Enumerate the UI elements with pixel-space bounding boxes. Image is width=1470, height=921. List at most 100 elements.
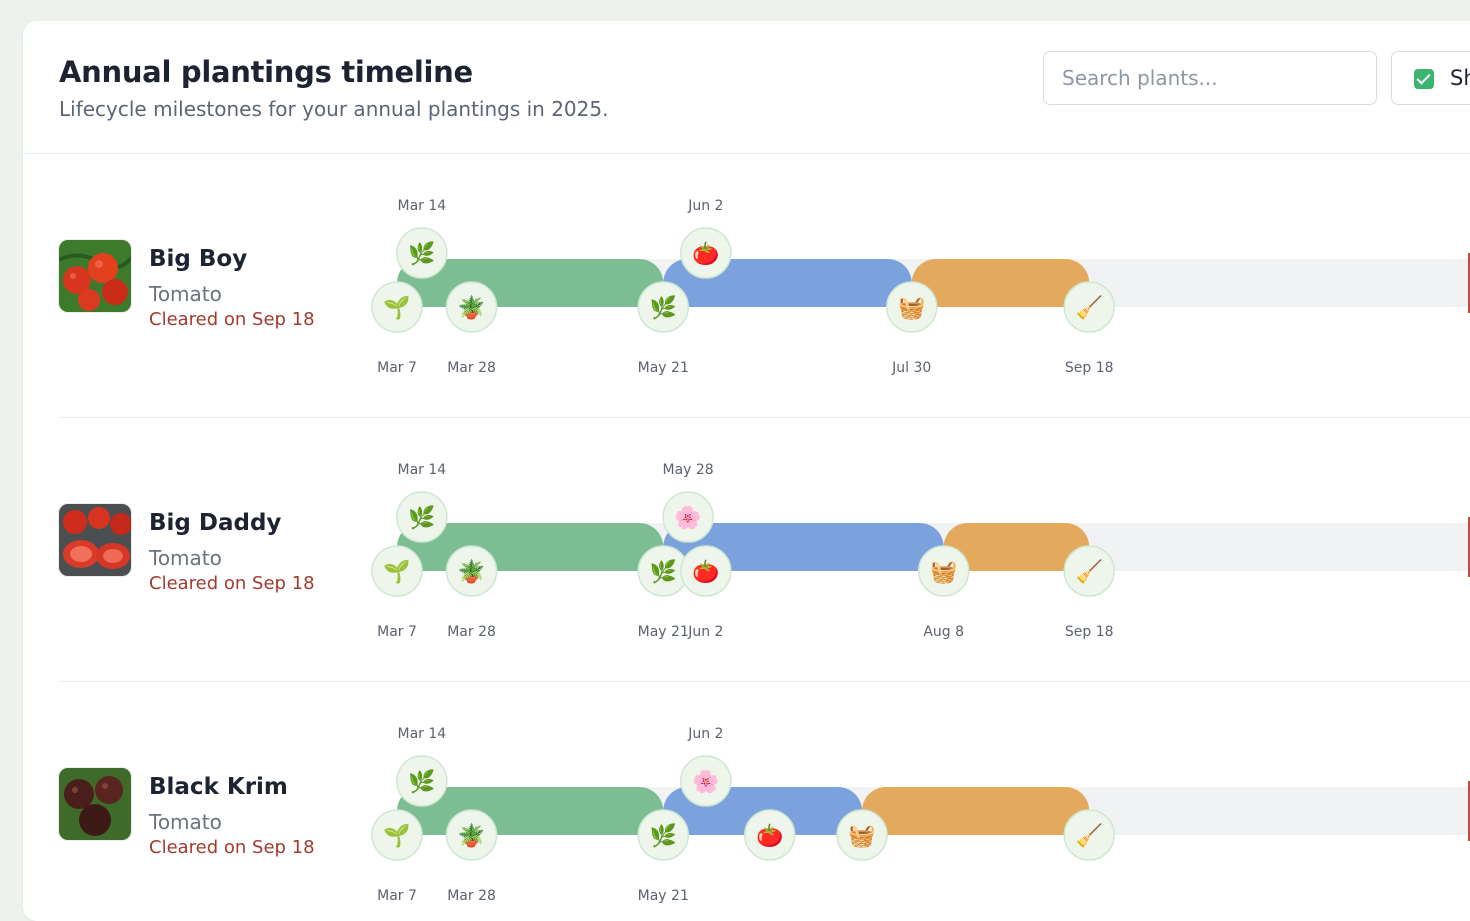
leaf-icon-glyph: 🌿 xyxy=(408,769,435,795)
leaf-icon[interactable]: 🌿 xyxy=(637,545,689,597)
broom-icon-glyph: 🧹 xyxy=(1076,295,1103,321)
milestone-date: May 28 xyxy=(662,462,713,478)
milestone-marker[interactable] xyxy=(680,227,732,279)
sprout-icon-glyph: 🌱 xyxy=(383,295,410,321)
plant-row[interactable]: Big Boy Tomato Cleared on Sep 18 🌱 Mar 7 🌿… xyxy=(59,154,1470,418)
phase-bar-harvest xyxy=(943,523,1090,571)
tomato-icon[interactable]: 🍅 xyxy=(680,227,732,279)
milestone-marker[interactable] xyxy=(680,755,732,807)
tomato-icon-glyph: 🍅 xyxy=(756,823,783,849)
basket-icon[interactable]: 🧺 xyxy=(917,545,970,597)
broom-icon-glyph: 🧹 xyxy=(1076,559,1103,585)
timeline-card: Annual plantings timeline Lifecycle mile… xyxy=(23,21,1470,921)
plant-timeline: 🌱 Mar 7 🌿 Mar 14 🪴 Mar 28 🌿 May 21 🌸 Jun 2 🍅 🧺 🧹 xyxy=(371,726,1470,904)
milestone-marker[interactable] xyxy=(396,755,448,807)
plant-type: Tomato xyxy=(149,282,222,306)
potted-plant-icon[interactable]: 🪴 xyxy=(445,809,498,861)
plant-photo xyxy=(59,504,131,576)
plant-photo xyxy=(59,240,131,312)
season-end-marker xyxy=(1468,781,1470,841)
basket-icon[interactable]: 🧺 xyxy=(836,809,888,861)
milestone-date: Jun 2 xyxy=(687,726,723,742)
plant-timeline: 🌱 Mar 7 🌿 Mar 14 🪴 Mar 28 🌿 May 21 🌸 May 28 🍅 Jun 2… xyxy=(371,462,1470,640)
flower-icon[interactable]: 🌸 xyxy=(680,755,732,807)
milestone-date: Mar 28 xyxy=(447,888,496,904)
milestone-date: Mar 14 xyxy=(398,462,447,478)
basket-icon-glyph: 🧺 xyxy=(898,296,925,321)
milestone-date: May 21 xyxy=(638,624,689,640)
leaf-icon[interactable]: 🌿 xyxy=(396,491,448,543)
flower-icon-glyph: 🌸 xyxy=(692,769,719,795)
milestone-marker[interactable] xyxy=(917,545,970,597)
milestone-marker[interactable] xyxy=(371,281,423,333)
flower-icon[interactable]: 🌸 xyxy=(662,491,714,543)
milestone-marker[interactable] xyxy=(445,545,498,597)
broom-icon[interactable]: 🧹 xyxy=(1063,809,1115,861)
checkbox-checked-icon[interactable] xyxy=(1414,69,1434,89)
leaf-icon-glyph: 🌿 xyxy=(408,505,435,531)
sprout-icon-glyph: 🌱 xyxy=(383,823,410,849)
milestone-date: May 21 xyxy=(638,360,689,376)
show-toggle[interactable]: Sh xyxy=(1391,51,1470,105)
plant-name: Big Daddy xyxy=(149,510,282,536)
milestone-date: Aug 8 xyxy=(923,624,964,640)
milestone-date: Mar 7 xyxy=(377,624,417,640)
potted-plant-icon[interactable]: 🪴 xyxy=(445,281,498,333)
season-end-marker xyxy=(1468,253,1470,313)
page-subtitle: Lifecycle milestones for your annual pla… xyxy=(59,97,609,121)
basket-icon-glyph: 🧺 xyxy=(848,824,875,849)
phase-bar-harvest xyxy=(911,259,1090,307)
plant-list: Big Boy Tomato Cleared on Sep 18 🌱 Mar 7 🌿… xyxy=(23,154,1470,921)
leaf-icon-glyph: 🌿 xyxy=(650,823,677,849)
search-input[interactable] xyxy=(1043,51,1377,105)
plant-row[interactable]: Black Krim Tomato Cleared on Sep 18 🌱 Mar… xyxy=(59,682,1470,921)
plant-row[interactable]: Big Daddy Tomato Cleared on Sep 18 🌱 Mar … xyxy=(59,418,1470,682)
leaf-icon-glyph: 🌿 xyxy=(650,295,677,321)
milestone-marker[interactable] xyxy=(445,281,498,333)
milestone-marker[interactable] xyxy=(886,281,938,333)
tomato-icon[interactable]: 🍅 xyxy=(744,809,796,861)
milestone-date: Mar 14 xyxy=(398,198,447,214)
milestone-marker[interactable] xyxy=(1063,545,1115,597)
milestone-date: Mar 7 xyxy=(377,360,417,376)
milestone-marker[interactable] xyxy=(662,491,714,543)
plant-status: Cleared on Sep 18 xyxy=(149,573,315,594)
leaf-icon[interactable]: 🌿 xyxy=(637,281,689,333)
page-header: Annual plantings timeline Lifecycle mile… xyxy=(23,21,1470,154)
toggle-label: Sh xyxy=(1450,66,1470,90)
leaf-icon[interactable]: 🌿 xyxy=(396,755,448,807)
milestone-marker[interactable] xyxy=(680,545,732,597)
potted-plant-icon-glyph: 🪴 xyxy=(458,294,485,321)
milestone-date: Mar 28 xyxy=(447,360,496,376)
milestone-marker[interactable] xyxy=(396,491,448,543)
phase-bar-harvest xyxy=(862,787,1090,835)
milestone-marker[interactable] xyxy=(637,281,689,333)
leaf-icon-glyph: 🌿 xyxy=(408,241,435,267)
tomato-icon-glyph: 🍅 xyxy=(692,559,719,585)
tomato-icon[interactable]: 🍅 xyxy=(680,545,732,597)
milestone-marker[interactable] xyxy=(1063,281,1115,333)
plant-photo xyxy=(59,768,131,840)
sprout-icon[interactable]: 🌱 xyxy=(371,809,423,861)
sprout-icon[interactable]: 🌱 xyxy=(371,545,423,597)
broom-icon[interactable]: 🧹 xyxy=(1063,281,1115,333)
potted-plant-icon-glyph: 🪴 xyxy=(458,822,485,849)
plant-name: Big Boy xyxy=(149,246,248,272)
milestone-marker[interactable] xyxy=(396,227,448,279)
basket-icon[interactable]: 🧺 xyxy=(886,281,938,333)
plant-type: Tomato xyxy=(149,546,222,570)
plant-type: Tomato xyxy=(149,810,222,834)
milestone-marker[interactable] xyxy=(371,545,423,597)
milestone-date: May 21 xyxy=(638,888,689,904)
sprout-icon-glyph: 🌱 xyxy=(383,559,410,585)
milestone-date: Jun 2 xyxy=(687,624,723,640)
broom-icon[interactable]: 🧹 xyxy=(1063,545,1115,597)
sprout-icon[interactable]: 🌱 xyxy=(371,281,423,333)
tomato-icon-glyph: 🍅 xyxy=(692,241,719,267)
milestone-date: Mar 7 xyxy=(377,888,417,904)
potted-plant-icon[interactable]: 🪴 xyxy=(445,545,498,597)
milestone-date: Mar 14 xyxy=(398,726,447,742)
leaf-icon[interactable]: 🌿 xyxy=(637,809,689,861)
leaf-icon[interactable]: 🌿 xyxy=(396,227,448,279)
milestone-date: Jun 2 xyxy=(687,198,723,214)
